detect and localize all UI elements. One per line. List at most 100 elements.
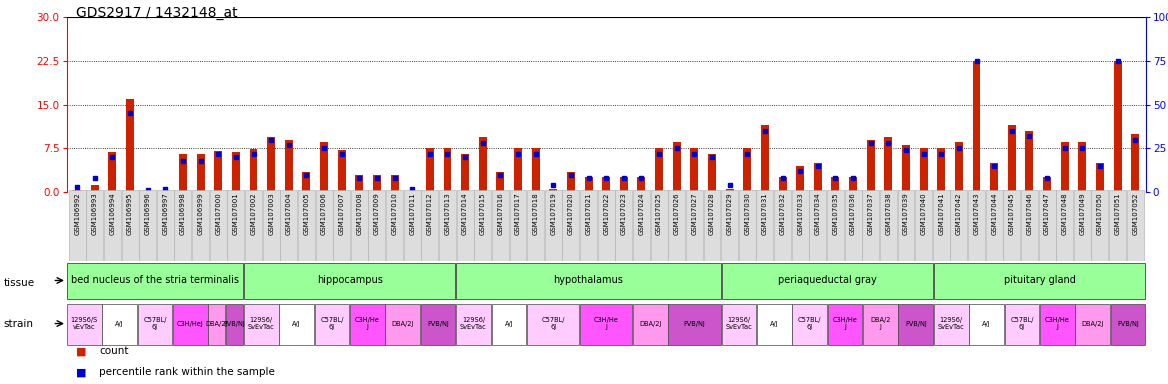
- Text: GSM107010: GSM107010: [391, 192, 397, 235]
- Text: GSM107016: GSM107016: [498, 192, 503, 235]
- Bar: [196, 154, 204, 192]
- Bar: [333, 190, 350, 261]
- Text: GSM107018: GSM107018: [533, 192, 538, 235]
- Text: DBA/2J: DBA/2J: [1082, 321, 1104, 326]
- Bar: [426, 148, 433, 192]
- Bar: [250, 149, 257, 192]
- Bar: [492, 190, 509, 261]
- Text: 129S6/
SvEvTac: 129S6/ SvEvTac: [248, 317, 274, 330]
- Bar: [673, 142, 681, 192]
- Text: GSM107046: GSM107046: [1027, 192, 1033, 235]
- Text: GSM107015: GSM107015: [480, 192, 486, 235]
- Text: GSM107020: GSM107020: [568, 192, 573, 235]
- Text: C3H/HeJ: C3H/HeJ: [178, 321, 203, 326]
- Bar: [439, 190, 456, 261]
- Bar: [1004, 304, 1040, 345]
- Bar: [1003, 190, 1021, 261]
- Bar: [937, 148, 945, 192]
- Bar: [210, 190, 227, 261]
- Bar: [1026, 131, 1034, 192]
- Text: A/J: A/J: [770, 321, 779, 326]
- Bar: [757, 304, 792, 345]
- Text: A/J: A/J: [292, 321, 301, 326]
- Text: GSM107027: GSM107027: [691, 192, 697, 235]
- Text: bed nucleus of the stria terminalis: bed nucleus of the stria terminalis: [71, 275, 239, 285]
- Text: pituitary gland: pituitary gland: [1003, 275, 1076, 285]
- Text: GSM107001: GSM107001: [232, 192, 239, 235]
- Bar: [703, 190, 721, 261]
- Bar: [121, 190, 139, 261]
- Text: GSM107022: GSM107022: [603, 192, 610, 235]
- Text: C3H/He
J: C3H/He J: [1045, 317, 1070, 330]
- Bar: [1056, 190, 1073, 261]
- Bar: [916, 190, 932, 261]
- Text: GSM107019: GSM107019: [550, 192, 556, 235]
- Text: C57BL/
6J: C57BL/ 6J: [144, 317, 167, 330]
- Text: GSM107044: GSM107044: [992, 192, 997, 235]
- Bar: [862, 190, 880, 261]
- Bar: [1008, 125, 1016, 192]
- Bar: [722, 263, 933, 300]
- Bar: [527, 190, 544, 261]
- Text: count: count: [99, 346, 128, 356]
- Bar: [827, 190, 844, 261]
- Text: FVB/NJ: FVB/NJ: [683, 321, 705, 326]
- Text: GSM107017: GSM107017: [515, 192, 521, 235]
- Text: GSM107038: GSM107038: [885, 192, 891, 235]
- Bar: [350, 190, 368, 261]
- Bar: [809, 190, 826, 261]
- Bar: [109, 152, 117, 192]
- Bar: [792, 304, 827, 345]
- Bar: [227, 304, 243, 345]
- Text: GSM107042: GSM107042: [955, 192, 962, 235]
- Bar: [409, 191, 416, 192]
- Bar: [1113, 61, 1121, 192]
- Text: GSM107026: GSM107026: [674, 192, 680, 235]
- Text: A/J: A/J: [982, 321, 990, 326]
- Text: GSM107007: GSM107007: [339, 192, 345, 235]
- Bar: [880, 190, 897, 261]
- Text: GSM106993: GSM106993: [92, 192, 98, 235]
- Text: GSM107025: GSM107025: [656, 192, 662, 235]
- Text: GSM107024: GSM107024: [639, 192, 645, 235]
- Bar: [279, 304, 314, 345]
- Bar: [350, 304, 384, 345]
- Text: DBA/2J: DBA/2J: [639, 321, 661, 326]
- Bar: [457, 304, 491, 345]
- Bar: [919, 148, 927, 192]
- Bar: [444, 148, 452, 192]
- Bar: [844, 190, 862, 261]
- Text: GSM107031: GSM107031: [762, 192, 767, 235]
- Bar: [1076, 304, 1110, 345]
- Text: GSM107045: GSM107045: [1009, 192, 1015, 235]
- Bar: [832, 177, 840, 192]
- Bar: [1110, 190, 1126, 261]
- Bar: [655, 148, 663, 192]
- Bar: [315, 190, 333, 261]
- Text: GSM107008: GSM107008: [356, 192, 362, 235]
- Bar: [232, 152, 239, 192]
- Bar: [69, 190, 85, 261]
- Text: GSM107013: GSM107013: [445, 192, 451, 235]
- Bar: [563, 190, 579, 261]
- Text: C57BL/
6J: C57BL/ 6J: [320, 317, 343, 330]
- Text: GSM107033: GSM107033: [798, 192, 804, 235]
- Bar: [67, 263, 243, 300]
- Text: GSM107041: GSM107041: [938, 192, 944, 235]
- Bar: [779, 177, 786, 192]
- Bar: [725, 189, 734, 192]
- Bar: [173, 304, 208, 345]
- Text: GSM107049: GSM107049: [1079, 192, 1085, 235]
- Bar: [387, 190, 403, 261]
- Bar: [144, 191, 152, 192]
- Bar: [580, 190, 597, 261]
- Text: FVB/NJ: FVB/NJ: [427, 321, 449, 326]
- Bar: [461, 154, 470, 192]
- Text: periaqueductal gray: periaqueductal gray: [778, 275, 877, 285]
- Text: C3H/He
J: C3H/He J: [593, 317, 619, 330]
- Text: 129S6/S
vEvTac: 129S6/S vEvTac: [70, 317, 98, 330]
- Bar: [244, 304, 278, 345]
- Bar: [603, 177, 610, 192]
- Bar: [849, 177, 857, 192]
- Text: GSM107000: GSM107000: [215, 192, 221, 235]
